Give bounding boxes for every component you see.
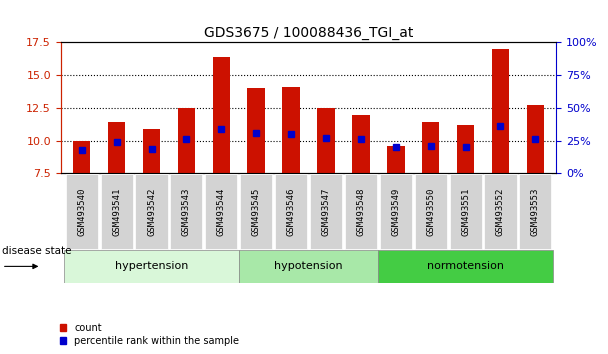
Bar <box>415 174 447 249</box>
Bar <box>317 108 335 173</box>
Text: GSM493553: GSM493553 <box>531 187 540 236</box>
Text: GSM493549: GSM493549 <box>392 187 400 236</box>
Text: GSM493552: GSM493552 <box>496 187 505 236</box>
Bar <box>352 115 370 173</box>
Bar <box>492 49 510 173</box>
Bar <box>64 250 239 283</box>
Bar <box>527 105 544 173</box>
Text: GSM493542: GSM493542 <box>147 187 156 236</box>
Title: GDS3675 / 100088436_TGI_at: GDS3675 / 100088436_TGI_at <box>204 26 413 40</box>
Bar <box>206 174 237 249</box>
Text: GSM493543: GSM493543 <box>182 187 191 236</box>
Bar <box>380 174 412 249</box>
Text: normotension: normotension <box>427 261 504 272</box>
Bar <box>387 146 404 173</box>
Bar <box>213 57 230 173</box>
Text: GSM493541: GSM493541 <box>112 187 121 236</box>
Bar <box>240 174 272 249</box>
Bar <box>310 174 342 249</box>
Bar <box>136 174 168 249</box>
Bar <box>247 88 265 173</box>
Bar <box>485 174 517 249</box>
Text: GSM493550: GSM493550 <box>426 187 435 236</box>
Bar <box>449 174 482 249</box>
Bar <box>66 174 98 249</box>
Text: GSM493551: GSM493551 <box>461 187 470 236</box>
Bar <box>282 87 300 173</box>
Text: hypotension: hypotension <box>274 261 343 272</box>
Text: GSM493547: GSM493547 <box>322 187 331 236</box>
Text: GSM493546: GSM493546 <box>286 187 295 236</box>
Bar <box>73 141 91 173</box>
Legend: count, percentile rank within the sample: count, percentile rank within the sample <box>60 323 239 346</box>
Text: GSM493545: GSM493545 <box>252 187 261 236</box>
Bar <box>239 250 378 283</box>
Bar <box>143 129 161 173</box>
Bar <box>170 174 202 249</box>
Bar <box>275 174 307 249</box>
Text: GSM493548: GSM493548 <box>356 187 365 236</box>
Text: GSM493540: GSM493540 <box>77 187 86 236</box>
Bar <box>519 174 551 249</box>
Bar <box>457 125 474 173</box>
Bar <box>108 122 125 173</box>
Bar <box>100 174 133 249</box>
Bar <box>378 250 553 283</box>
Bar <box>178 108 195 173</box>
Text: disease state: disease state <box>2 246 71 256</box>
Text: GSM493544: GSM493544 <box>217 187 226 236</box>
Bar <box>345 174 377 249</box>
Text: hypertension: hypertension <box>115 261 188 272</box>
Bar <box>422 122 440 173</box>
